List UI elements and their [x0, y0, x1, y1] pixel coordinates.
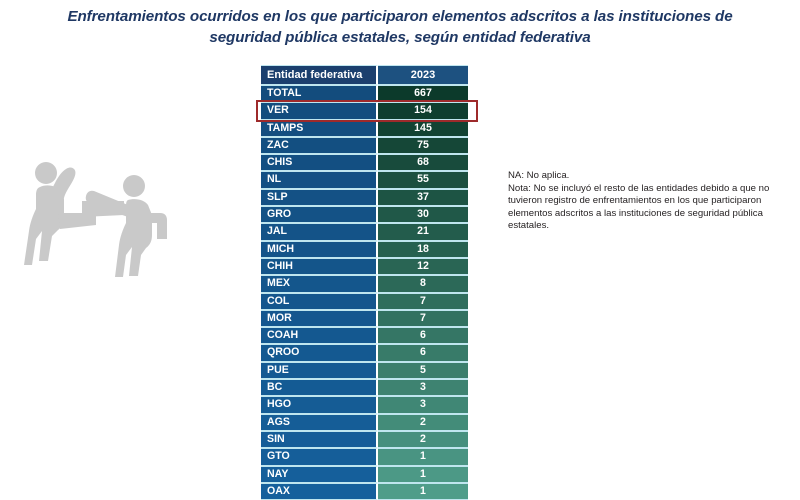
- cell-entity-label: SLP: [261, 188, 378, 207]
- table-header: Entidad federativa 2023: [261, 65, 468, 85]
- cell-entity-label: VER: [261, 102, 378, 120]
- cell-entity-label: TAMPS: [261, 119, 378, 137]
- table-row: GRO 30: [261, 206, 468, 224]
- cell-entity-value: 1: [378, 482, 468, 500]
- table-row: OAX 1: [261, 482, 468, 500]
- cell-entity-label: CHIS: [261, 154, 378, 172]
- table-row: COL 7: [261, 292, 468, 310]
- table-header-row: Entidad federativa 2023: [261, 65, 468, 85]
- table-row: ZAC 75: [261, 136, 468, 155]
- column-header-year: 2023: [378, 65, 468, 85]
- cell-entity-value: 21: [378, 223, 468, 241]
- cell-entity-value: 6: [378, 327, 468, 345]
- cell-entity-label: JAL: [261, 223, 378, 241]
- table-row: QROO 6: [261, 344, 468, 362]
- table-body: TOTAL 667 VER 154 TAMPS 145 ZAC 75 CHIS 68 NL 55 S…: [261, 85, 468, 500]
- cell-entity-label: OAX: [261, 482, 378, 500]
- data-table-container: Entidad federativa 2023 TOTAL 667 VER 154…: [261, 65, 468, 500]
- page-title-line-1: Enfrentamientos ocurridos en los que par…: [67, 8, 733, 25]
- cell-entity-label: SIN: [261, 430, 378, 449]
- table-row: CHIH 12: [261, 257, 468, 276]
- note-na: NA: No aplica.: [508, 170, 570, 181]
- table-row: BC 3: [261, 379, 468, 397]
- cell-entity-value: 68: [378, 154, 468, 172]
- cell-entity-value: 8: [378, 275, 468, 293]
- cell-entity-label: BC: [261, 379, 378, 397]
- cell-entity-value: 37: [378, 188, 468, 207]
- cell-entity-label: MEX: [261, 275, 378, 293]
- cell-entity-label: COAH: [261, 327, 378, 345]
- cell-entity-label: COL: [261, 292, 378, 310]
- cell-entity-label: CHIH: [261, 257, 378, 276]
- page-title: Enfrentamientos ocurridos en los que par…: [8, 6, 792, 48]
- cell-entity-value: 6: [378, 344, 468, 362]
- table-row: COAH 6: [261, 327, 468, 345]
- cell-entity-value: 2: [378, 413, 468, 431]
- cell-entity-value: 3: [378, 396, 468, 414]
- cell-entity-label: HGO: [261, 396, 378, 414]
- entity-data-table: Entidad federativa 2023 TOTAL 667 VER 154…: [261, 65, 468, 500]
- cell-entity-value: 667: [378, 85, 468, 103]
- cell-entity-value: 7: [378, 292, 468, 310]
- cell-entity-value: 5: [378, 361, 468, 380]
- cell-entity-label: GRO: [261, 206, 378, 224]
- cell-entity-label: ZAC: [261, 136, 378, 155]
- table-row: NAY 1: [261, 465, 468, 483]
- table-row: JAL 21: [261, 223, 468, 241]
- cell-entity-label: AGS: [261, 413, 378, 431]
- column-header-entity: Entidad federativa: [261, 65, 378, 85]
- table-row: AGS 2: [261, 413, 468, 431]
- table-row: HGO 3: [261, 396, 468, 414]
- cell-entity-value: 18: [378, 240, 468, 258]
- cell-entity-value: 2: [378, 430, 468, 449]
- fighting-figures-icon: [24, 143, 172, 283]
- cell-entity-value: 12: [378, 257, 468, 276]
- table-row: TAMPS 145: [261, 119, 468, 137]
- page-title-line-2: seguridad pública estatales, según entid…: [209, 29, 591, 46]
- cell-entity-label: TOTAL: [261, 85, 378, 103]
- cell-entity-value: 55: [378, 171, 468, 189]
- table-row: NL 55: [261, 171, 468, 189]
- cell-entity-value: 154: [378, 102, 468, 120]
- cell-entity-value: 30: [378, 206, 468, 224]
- cell-entity-label: NL: [261, 171, 378, 189]
- table-row: CHIS 68: [261, 154, 468, 172]
- table-row: MOR 7: [261, 309, 468, 328]
- table-row: MEX 8: [261, 275, 468, 293]
- cell-entity-label: MICH: [261, 240, 378, 258]
- notes-block: NA: No aplica. Nota: No se incluyó el re…: [508, 170, 792, 233]
- cell-entity-value: 75: [378, 136, 468, 155]
- cell-entity-value: 1: [378, 465, 468, 483]
- cell-entity-label: MOR: [261, 309, 378, 328]
- table-row: SIN 2: [261, 430, 468, 449]
- note-nota: Nota: No se incluyó el resto de las enti…: [508, 182, 770, 232]
- cell-entity-value: 7: [378, 309, 468, 328]
- cell-entity-value: 145: [378, 119, 468, 137]
- cell-entity-label: QROO: [261, 344, 378, 362]
- table-row: SLP 37: [261, 188, 468, 207]
- table-row: MICH 18: [261, 240, 468, 258]
- table-row: PUE 5: [261, 361, 468, 380]
- table-row-total: TOTAL 667: [261, 85, 468, 103]
- table-row: VER 154: [261, 102, 468, 120]
- cell-entity-label: PUE: [261, 361, 378, 380]
- cell-entity-label: NAY: [261, 465, 378, 483]
- cell-entity-value: 3: [378, 379, 468, 397]
